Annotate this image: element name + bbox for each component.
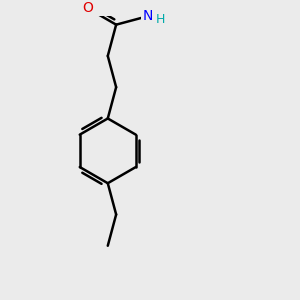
Text: H: H xyxy=(155,13,165,26)
Text: O: O xyxy=(83,2,94,16)
Text: N: N xyxy=(142,9,153,23)
